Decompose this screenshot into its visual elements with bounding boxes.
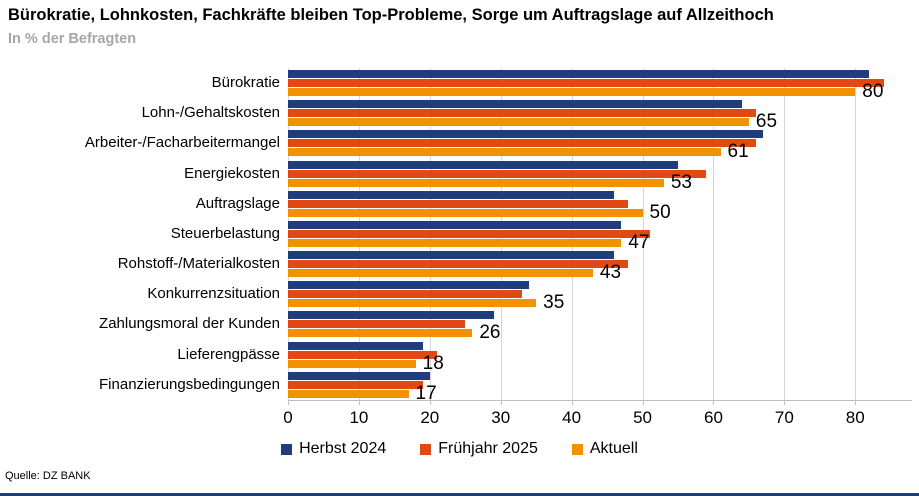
legend-swatch-icon xyxy=(281,443,293,455)
bar-aktuell xyxy=(288,118,749,127)
bar-herbst-2024 xyxy=(288,341,423,350)
x-tick-label-70: 70 xyxy=(774,408,794,427)
bar-herbst-2024 xyxy=(288,100,742,109)
bar-herbst-2024 xyxy=(288,311,494,320)
legend-swatch-icon xyxy=(571,443,583,455)
category-label: Auftragslage xyxy=(195,194,280,212)
x-tick-40 xyxy=(571,400,573,405)
data-label: 47 xyxy=(628,231,650,253)
data-label: 65 xyxy=(755,111,778,133)
data-label: 50 xyxy=(649,201,671,223)
bar-aktuell xyxy=(288,88,856,96)
data-label: 43 xyxy=(599,262,622,284)
x-tick-30 xyxy=(500,400,502,405)
x-tick-70 xyxy=(784,400,786,405)
chart-subtitle: In % der Befragten xyxy=(8,31,137,47)
bar-herbst-2024 xyxy=(288,281,530,290)
bottom-rule xyxy=(0,493,919,496)
bar-aktuell xyxy=(288,299,537,308)
category-label: Lieferengpässe xyxy=(177,345,280,363)
bar-herbst-2024 xyxy=(288,160,678,169)
x-tick-label-30: 30 xyxy=(491,408,511,427)
chart-legend: Herbst 2024 Frühjahr 2025 Aktuell xyxy=(0,438,919,460)
legend-label: Frühjahr 2025 xyxy=(438,440,538,457)
x-tick-label-40: 40 xyxy=(562,408,582,427)
bar-aktuell xyxy=(288,359,416,368)
bar-frühjahr-2025 xyxy=(288,380,423,389)
bar-frühjahr-2025 xyxy=(288,320,466,329)
source-note: Quelle: DZ BANK xyxy=(5,470,91,482)
x-tick-20 xyxy=(429,400,431,405)
bar-herbst-2024 xyxy=(288,251,615,260)
x-tick-60 xyxy=(713,400,715,405)
bar-frühjahr-2025 xyxy=(288,169,707,178)
x-tick-10 xyxy=(358,400,360,405)
category-label: Finanzierungsbedingungen xyxy=(99,375,280,393)
bar-frühjahr-2025 xyxy=(288,350,437,359)
plot-area: 80 65 61 53 50 47 43 35 26 18 17 xyxy=(288,68,912,404)
x-tick-label-10: 10 xyxy=(349,408,369,427)
x-axis-line xyxy=(288,400,912,401)
x-tick-label-20: 20 xyxy=(420,408,440,427)
data-label: 53 xyxy=(670,171,692,193)
gridline-80 xyxy=(855,68,857,400)
bar-aktuell xyxy=(288,238,622,247)
legend-label: Aktuell xyxy=(589,440,638,457)
gridline-70 xyxy=(784,68,786,400)
bar-frühjahr-2025 xyxy=(288,260,629,269)
bar-herbst-2024 xyxy=(288,190,615,199)
data-label: 80 xyxy=(862,81,884,102)
x-tick-0 xyxy=(288,400,289,405)
category-label: Bürokratie xyxy=(211,74,280,91)
bar-aktuell xyxy=(288,178,664,187)
data-label: 17 xyxy=(415,382,437,404)
gridline-60 xyxy=(713,68,715,400)
bar-aktuell xyxy=(288,389,409,398)
category-label: Steuerbelastung xyxy=(170,224,280,242)
bar-frühjahr-2025 xyxy=(288,139,756,148)
chart-title: Bürokratie, Lohnkosten, Fachkräfte bleib… xyxy=(8,6,774,24)
bar-herbst-2024 xyxy=(288,70,870,78)
category-label: Konkurrenzsituation xyxy=(147,285,280,303)
bar-frühjahr-2025 xyxy=(288,229,650,238)
category-label: Lohn-/Gehaltskosten xyxy=(141,104,280,122)
legend-item-frühjahr-2025: Frühjahr 2025 xyxy=(420,440,538,458)
data-label: 35 xyxy=(543,292,565,314)
bar-herbst-2024 xyxy=(288,371,430,380)
x-tick-50 xyxy=(642,400,644,405)
category-label: Arbeiter-/Facharbeitermangel xyxy=(84,134,280,152)
bar-aktuell xyxy=(288,269,593,278)
legend-label: Herbst 2024 xyxy=(299,440,387,457)
data-label: 26 xyxy=(479,322,501,344)
bar-frühjahr-2025 xyxy=(288,199,629,208)
bar-aktuell xyxy=(288,148,721,157)
category-label: Energiekosten xyxy=(184,164,280,182)
category-label: Rohstoff-/Materialkosten xyxy=(117,255,280,273)
x-tick-label-80: 80 xyxy=(845,408,865,427)
x-tick-label-50: 50 xyxy=(633,408,652,427)
data-label: 18 xyxy=(422,352,444,374)
x-tick-label-0: 0 xyxy=(283,408,293,427)
x-tick-80 xyxy=(855,400,857,405)
bar-herbst-2024 xyxy=(288,130,764,139)
bar-frühjahr-2025 xyxy=(288,79,884,87)
bar-chart: 80 65 61 53 50 47 43 35 26 18 17 0 10 20 30 40 50 60 70 80… xyxy=(0,62,919,428)
bar-frühjahr-2025 xyxy=(288,109,756,118)
legend-item-herbst-2024: Herbst 2024 xyxy=(281,440,386,458)
bar-aktuell xyxy=(288,208,643,217)
bar-aktuell xyxy=(288,329,473,338)
legend-swatch-icon xyxy=(420,443,432,455)
legend-item-aktuell: Aktuell xyxy=(571,440,638,458)
bar-frühjahr-2025 xyxy=(288,290,522,299)
x-tick-label-60: 60 xyxy=(703,408,723,427)
data-label: 61 xyxy=(727,141,749,163)
category-label: Zahlungsmoral der Kunden xyxy=(99,315,280,333)
bar-herbst-2024 xyxy=(288,220,622,229)
